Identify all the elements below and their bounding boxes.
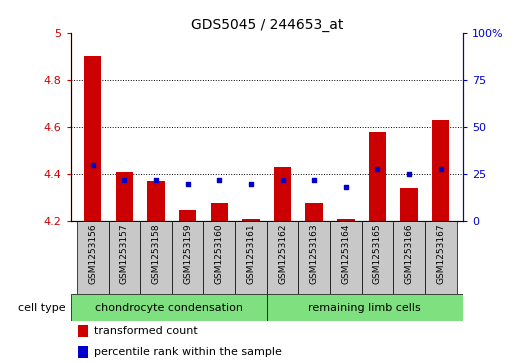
Bar [267, 221, 298, 294]
Point [310, 177, 319, 183]
Bar [361, 221, 393, 294]
Bar [172, 221, 203, 294]
Bar [78, 346, 88, 358]
Text: transformed count: transformed count [94, 326, 198, 336]
Text: GSM1253158: GSM1253158 [152, 224, 161, 284]
Bar [235, 221, 267, 294]
Bar [425, 221, 457, 294]
Point [152, 177, 160, 183]
Point [215, 177, 223, 183]
Bar [298, 221, 330, 294]
Text: chondrocyte condensation: chondrocyte condensation [95, 303, 243, 313]
Bar [267, 294, 463, 321]
Bar [305, 203, 323, 221]
Bar [242, 219, 259, 221]
Point [437, 166, 445, 171]
Bar [179, 209, 196, 221]
Bar [77, 221, 109, 294]
Text: GSM1253161: GSM1253161 [246, 224, 255, 284]
Point [88, 162, 97, 168]
Bar [140, 221, 172, 294]
Bar [71, 294, 267, 321]
Text: GSM1253160: GSM1253160 [215, 224, 224, 284]
Text: GSM1253156: GSM1253156 [88, 224, 97, 284]
Text: percentile rank within the sample: percentile rank within the sample [94, 347, 282, 357]
Text: cell type: cell type [18, 303, 66, 313]
Bar [393, 221, 425, 294]
Bar [78, 325, 88, 337]
Point [278, 177, 287, 183]
Bar [274, 167, 291, 221]
Bar [116, 172, 133, 221]
Point [342, 184, 350, 190]
Text: GSM1253167: GSM1253167 [436, 224, 445, 284]
Text: GSM1253165: GSM1253165 [373, 224, 382, 284]
Text: GSM1253163: GSM1253163 [310, 224, 319, 284]
Point [247, 181, 255, 187]
Bar [147, 181, 165, 221]
Bar [369, 132, 386, 221]
Bar [211, 203, 228, 221]
Point [184, 181, 192, 187]
Text: GSM1253166: GSM1253166 [405, 224, 414, 284]
Point [405, 171, 413, 177]
Title: GDS5045 / 244653_at: GDS5045 / 244653_at [190, 18, 343, 32]
Bar [330, 221, 361, 294]
Bar [432, 120, 449, 221]
Text: GSM1253159: GSM1253159 [183, 224, 192, 284]
Bar [401, 188, 418, 221]
Text: GSM1253164: GSM1253164 [342, 224, 350, 284]
Bar [109, 221, 140, 294]
Text: remaining limb cells: remaining limb cells [309, 303, 421, 313]
Text: GSM1253162: GSM1253162 [278, 224, 287, 284]
Point [120, 177, 129, 183]
Text: GSM1253157: GSM1253157 [120, 224, 129, 284]
Point [373, 166, 382, 171]
Bar [203, 221, 235, 294]
Bar [337, 219, 355, 221]
Bar [84, 56, 101, 221]
